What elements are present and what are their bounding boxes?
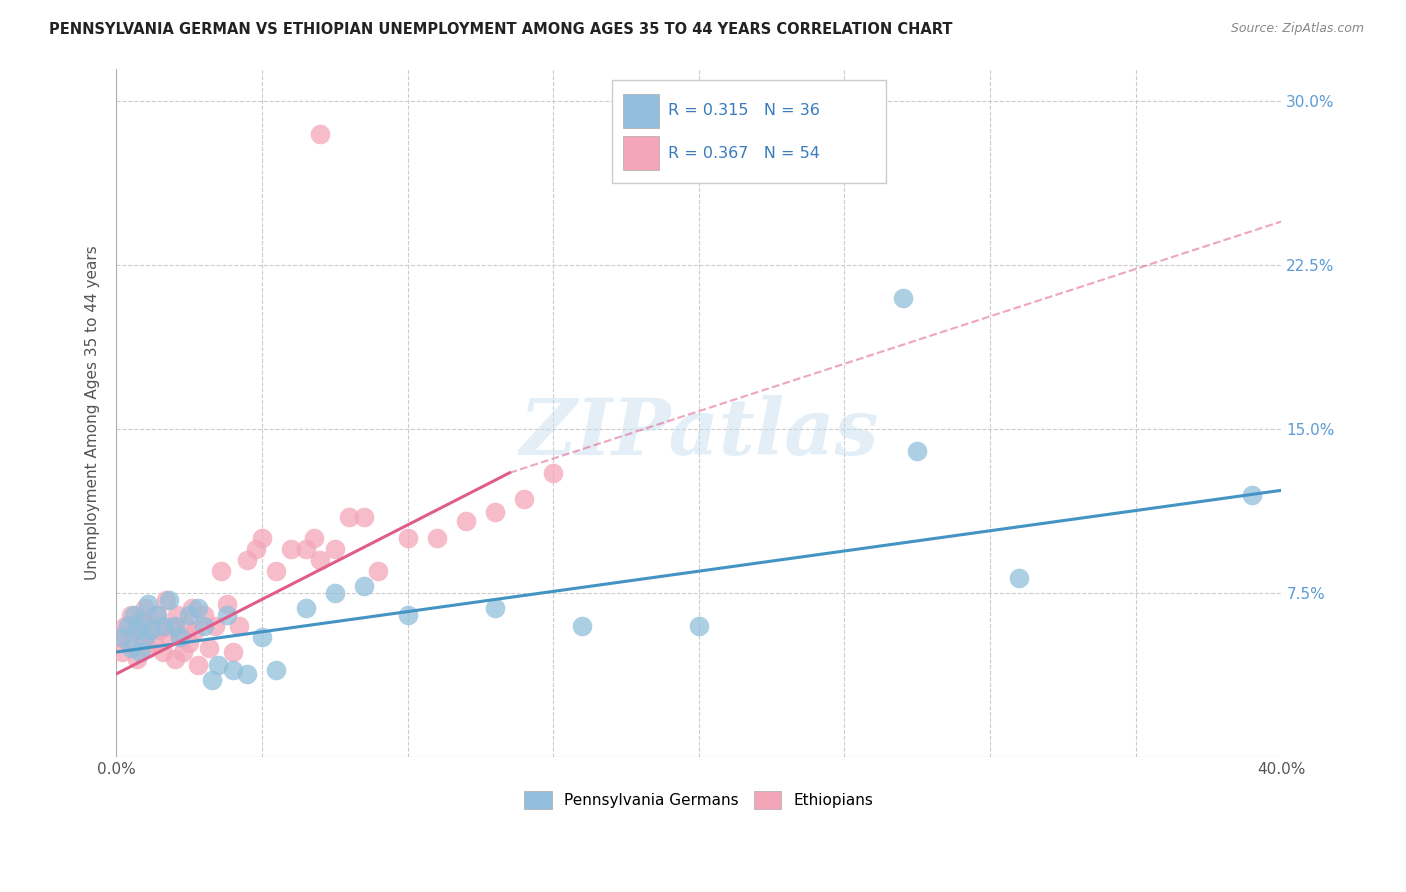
Point [222,663,245,677]
Point [163,651,186,665]
Point [120,640,142,655]
Point [111,630,134,644]
Point [128,615,150,629]
Point [204,619,226,633]
Point [541,466,564,480]
Point [152,645,174,659]
Point [304,532,326,546]
Point [120,607,142,622]
Point [125,623,148,637]
Point [160,619,183,633]
Point [181,601,204,615]
Point [353,509,375,524]
Point [157,592,180,607]
Point [149,623,172,637]
Point [193,607,215,622]
Legend: Pennsylvania Germans, Ethiopians: Pennsylvania Germans, Ethiopians [519,785,880,814]
Point [122,607,145,622]
Point [177,607,200,622]
Point [136,597,159,611]
Point [396,532,419,546]
Point [337,509,360,524]
Point [187,658,209,673]
Point [207,658,229,673]
Point [187,601,209,615]
Point [266,663,288,677]
Point [108,630,131,644]
Point [891,291,914,305]
Text: PENNSYLVANIA GERMAN VS ETHIOPIAN UNEMPLOYMENT AMONG AGES 35 TO 44 YEARS CORRELAT: PENNSYLVANIA GERMAN VS ETHIOPIAN UNEMPLO… [49,22,953,37]
Point [294,542,316,557]
Point [122,623,145,637]
Point [136,640,159,655]
Point [172,645,194,659]
Point [688,619,710,633]
Point [174,619,197,633]
Point [201,673,224,688]
Point [184,623,207,637]
Point [266,564,288,578]
Point [353,579,375,593]
Point [143,636,166,650]
Point [141,623,163,637]
Text: ZIPatlas: ZIPatlas [519,395,879,472]
Point [177,636,200,650]
Point [1008,571,1031,585]
Point [571,619,593,633]
Point [294,601,316,615]
Point [146,607,169,622]
Point [236,553,259,567]
Point [125,651,148,665]
Point [117,619,139,633]
Point [426,532,449,546]
Point [250,630,273,644]
Point [513,491,536,506]
Point [309,127,332,141]
Point [131,630,153,644]
Point [152,619,174,633]
Point [454,514,477,528]
Point [146,607,169,622]
Point [117,636,139,650]
Point [114,619,136,633]
Point [155,592,177,607]
Point [166,607,188,622]
Point [323,586,346,600]
Y-axis label: Unemployment Among Ages 35 to 44 years: Unemployment Among Ages 35 to 44 years [86,245,100,580]
Point [141,619,163,633]
Point [193,619,215,633]
Point [323,542,346,557]
Point [215,607,238,622]
Point [111,645,134,659]
Text: Source: ZipAtlas.com: Source: ZipAtlas.com [1230,22,1364,36]
Point [250,532,273,546]
Text: R = 0.367   N = 54: R = 0.367 N = 54 [668,146,820,161]
Point [163,619,186,633]
Point [169,630,191,644]
Point [131,615,153,629]
Point [228,619,250,633]
Text: R = 0.315   N = 36: R = 0.315 N = 36 [668,103,820,118]
Point [134,630,156,644]
Point [198,640,221,655]
Point [280,542,302,557]
Point [222,645,245,659]
Point [215,597,238,611]
Point [484,505,506,519]
Point [905,444,928,458]
Point [484,601,506,615]
Point [245,542,267,557]
Point [309,553,332,567]
Point [134,601,156,615]
Point [157,630,180,644]
Point [396,607,419,622]
Point [236,666,259,681]
Point [1241,488,1264,502]
Point [367,564,389,578]
Point [128,645,150,659]
Point [169,630,191,644]
Point [209,564,232,578]
